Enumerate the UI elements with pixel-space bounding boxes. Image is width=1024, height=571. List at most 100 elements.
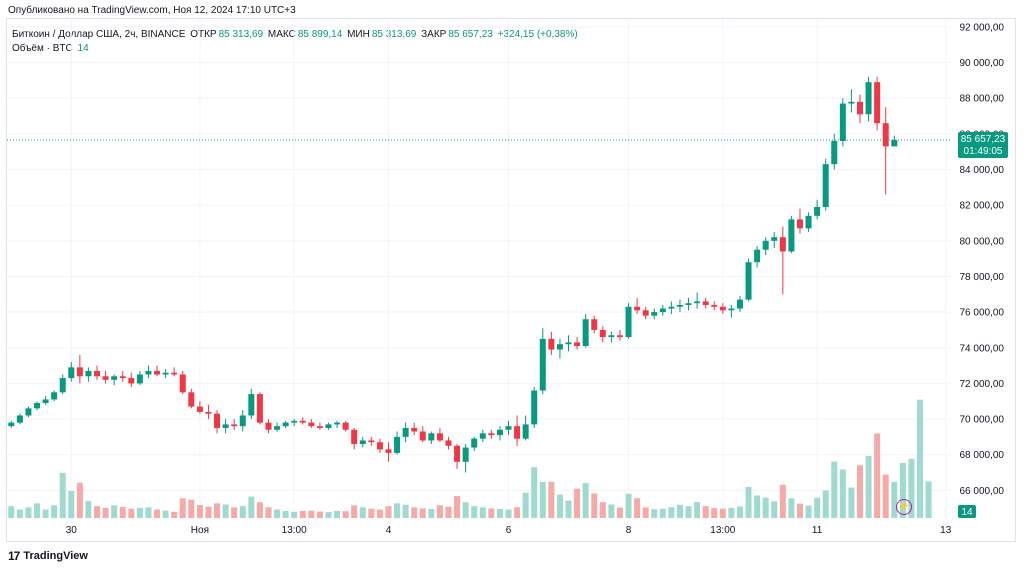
volume-bar xyxy=(779,484,786,518)
y-tick-label: 84 000,00 xyxy=(960,165,1005,176)
y-tick-label: 72 000,00 xyxy=(960,379,1005,390)
volume-bar xyxy=(385,506,392,518)
volume-bar xyxy=(462,502,469,518)
volume-bar xyxy=(505,509,512,518)
volume-bar xyxy=(856,465,863,518)
x-tick-label: 8 xyxy=(626,525,632,536)
volume-bar xyxy=(805,505,812,518)
candle-body xyxy=(779,237,786,252)
candle-body xyxy=(68,367,75,379)
candle-body xyxy=(282,422,289,427)
candle-body xyxy=(625,306,632,338)
candle-body xyxy=(796,219,803,229)
last-price-label: 85 657,23 xyxy=(961,134,1006,145)
candle-body xyxy=(488,433,495,436)
candle-body xyxy=(539,338,546,391)
volume-bar xyxy=(848,487,855,518)
candle-body xyxy=(436,433,443,441)
volume-bar xyxy=(659,508,666,518)
volume-bar xyxy=(351,505,358,518)
volume-bar xyxy=(179,498,186,518)
y-tick-label: 88 000,00 xyxy=(960,94,1005,105)
candle-body xyxy=(76,367,83,377)
volume-bar xyxy=(565,500,572,518)
volume-bar xyxy=(548,481,555,518)
volume-bar xyxy=(436,505,443,518)
candle-body xyxy=(848,101,855,104)
candle-body xyxy=(531,390,538,425)
candle-body xyxy=(788,219,795,252)
candle-body xyxy=(334,422,341,425)
volume-bar xyxy=(394,503,401,518)
candle-body xyxy=(814,206,821,216)
high-label: МАКС xyxy=(267,29,296,40)
volume-bar xyxy=(402,504,409,518)
candle-body xyxy=(445,440,452,446)
candle-body xyxy=(608,335,615,338)
volume-bar xyxy=(754,495,761,518)
candle-body xyxy=(34,403,41,409)
candle-body xyxy=(222,424,229,428)
y-tick-label: 66 000,00 xyxy=(960,486,1005,497)
candle-body xyxy=(376,442,383,450)
candle-body xyxy=(196,406,203,412)
volume-bar xyxy=(796,503,803,518)
candle-body xyxy=(505,426,512,430)
candle-body xyxy=(316,426,323,428)
volume-bar xyxy=(822,490,829,518)
candle-body xyxy=(102,376,109,380)
volume-bar xyxy=(891,481,898,518)
candle-body xyxy=(342,422,349,430)
candle-body xyxy=(651,312,658,316)
candle-body xyxy=(291,420,298,423)
volume-bar xyxy=(642,507,649,518)
y-tick-label: 90 000,00 xyxy=(960,58,1005,69)
volume-bar xyxy=(171,511,178,518)
close-value: 85 657,23 xyxy=(448,29,493,40)
candle-body xyxy=(428,433,435,441)
x-tick-label: 30 xyxy=(66,525,78,536)
volume-bar xyxy=(162,510,169,518)
candle-body xyxy=(556,344,563,350)
x-tick-label: 11 xyxy=(812,525,823,536)
lightning-icon[interactable]: ⚡ xyxy=(896,499,912,515)
candle-body xyxy=(368,440,375,443)
volume-bar xyxy=(514,507,521,518)
volume-bar xyxy=(34,503,41,518)
candle-body xyxy=(402,427,409,437)
y-tick-label: 68 000,00 xyxy=(960,450,1005,461)
candle-body xyxy=(496,429,503,436)
candle-body xyxy=(231,424,238,427)
candle-body xyxy=(891,139,898,147)
candle-body xyxy=(574,342,581,346)
volume-bar xyxy=(102,507,109,518)
volume-bar xyxy=(85,501,92,518)
volume-bar xyxy=(454,496,461,518)
volume-bar xyxy=(299,510,306,518)
volume-bar xyxy=(496,508,503,518)
candle-body xyxy=(462,447,469,462)
volume-bar xyxy=(668,507,675,518)
candle-body xyxy=(94,370,101,377)
volume-bar xyxy=(539,481,546,518)
volume-bar xyxy=(556,494,563,518)
candle-body xyxy=(762,240,769,250)
tradingview-brand: 17 TradingView xyxy=(8,549,88,563)
volume-bar xyxy=(325,512,332,518)
candle-body xyxy=(188,392,195,407)
volume-bar xyxy=(376,509,383,518)
volume-bar xyxy=(145,507,152,518)
volume-bar xyxy=(916,399,923,518)
volume-bar xyxy=(68,490,75,518)
volume-bar xyxy=(239,506,246,518)
high-value: 85 899,14 xyxy=(297,29,343,40)
candle-body xyxy=(85,370,92,377)
candle-body xyxy=(256,394,263,423)
volume-bar xyxy=(248,496,255,518)
symbol-title: Биткоин / Доллар США, 2ч, BINANCE xyxy=(12,29,186,40)
volume-bar xyxy=(531,467,538,518)
volume-bar xyxy=(616,507,623,518)
candle-body xyxy=(454,445,461,462)
candle-body xyxy=(719,306,726,311)
